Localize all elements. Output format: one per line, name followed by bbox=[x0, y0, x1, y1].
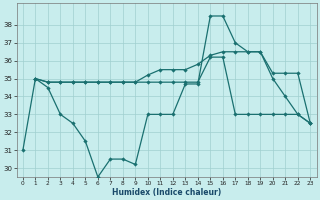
X-axis label: Humidex (Indice chaleur): Humidex (Indice chaleur) bbox=[112, 188, 221, 197]
